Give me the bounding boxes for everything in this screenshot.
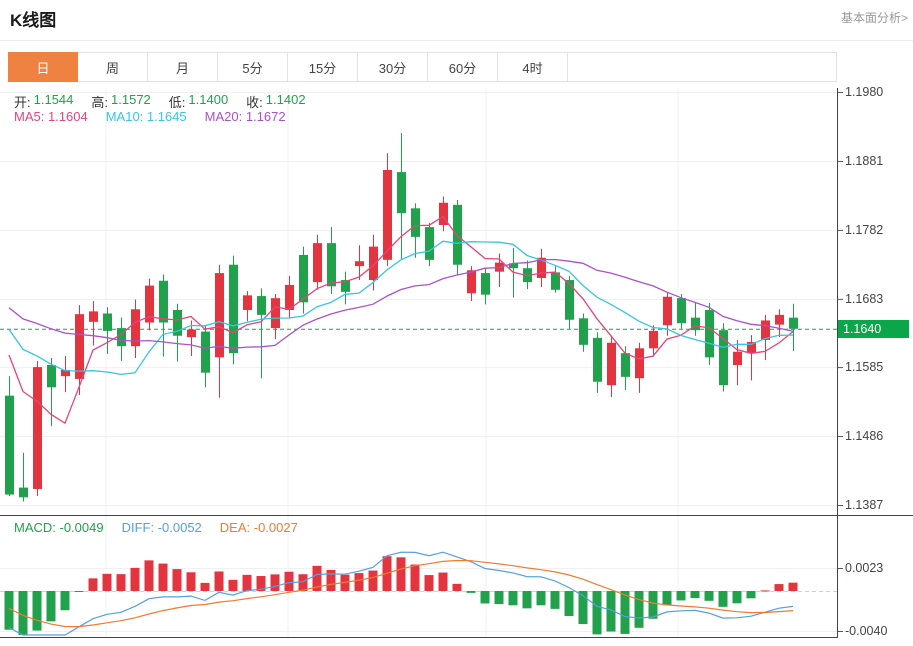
close-label: 收: (246, 95, 263, 110)
tab-day[interactable]: 日 (8, 52, 78, 82)
current-price-badge: 1.1640 (838, 319, 909, 338)
open-value: 1.1544 (33, 92, 74, 107)
high-label: 高: (91, 95, 109, 110)
low-value: 1.1400 (188, 92, 229, 107)
ohlc-legend: 开: 1.1544 高: 1.1572 低: 1.1400 收: 1.1402 (14, 92, 306, 111)
tab-60min[interactable]: 60分 (428, 52, 498, 82)
open-label: 开: (14, 95, 31, 110)
macd-axis-label: 0.0023 (845, 561, 884, 575)
price-axis-label: 1.1387 (845, 498, 884, 512)
title-divider (0, 40, 913, 41)
tab-bar-filler (568, 52, 837, 82)
price-axis-label: 1.1881 (845, 153, 884, 168)
ma5-value: MA5: 1.1604 (14, 109, 88, 124)
tab-week[interactable]: 周 (78, 52, 148, 82)
tab-15min[interactable]: 15分 (288, 52, 358, 82)
fundamental-analysis-link[interactable]: 基本面分析> (840, 11, 908, 25)
page-title: K线图 (10, 11, 57, 30)
macd-legend: MACD: -0.0049 DIFF: -0.0052 DEA: -0.0027 (14, 520, 298, 535)
price-axis-label: 1.1782 (845, 222, 884, 237)
ma-legend: MA5: 1.1604 MA10: 1.1645 MA20: 1.1672 (14, 109, 286, 124)
tab-4hour[interactable]: 4时 (498, 52, 568, 82)
tab-30min[interactable]: 30分 (358, 52, 428, 82)
price-axis-label: 1.1486 (845, 429, 884, 444)
tab-month[interactable]: 月 (148, 52, 218, 82)
ma10-value: MA10: 1.1645 (105, 109, 187, 124)
close-value: 1.1402 (265, 92, 306, 107)
low-label: 低: (168, 95, 186, 110)
tab-5min[interactable]: 5分 (218, 52, 288, 82)
timeframe-tab-bar: 日周月 5分 15分 30分 60分 4时 (8, 52, 837, 82)
macd-value: MACD: -0.0049 (14, 520, 104, 535)
dea-value: DEA: -0.0027 (219, 520, 298, 535)
price-axis-label: 1.1683 (845, 291, 884, 306)
price-axis-label: 1.1585 (845, 360, 884, 375)
diff-value: DIFF: -0.0052 (121, 520, 202, 535)
macd-axis-label: -0.0040 (845, 624, 888, 638)
high-value: 1.1572 (111, 92, 151, 107)
ma20-value: MA20: 1.1672 (204, 109, 286, 124)
price-axis-label: 1.1980 (845, 85, 884, 99)
